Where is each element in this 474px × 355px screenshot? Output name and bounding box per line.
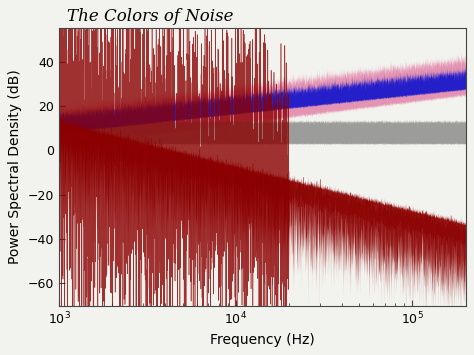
Y-axis label: Power Spectral Density (dB): Power Spectral Density (dB): [9, 70, 22, 264]
Text: The Colors of Noise: The Colors of Noise: [67, 8, 234, 25]
X-axis label: Frequency (Hz): Frequency (Hz): [210, 333, 315, 347]
